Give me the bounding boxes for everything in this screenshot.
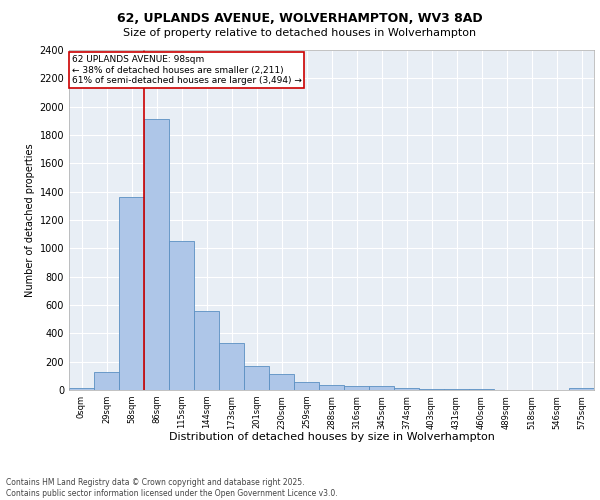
Text: 62 UPLANDS AVENUE: 98sqm
← 38% of detached houses are smaller (2,211)
61% of sem: 62 UPLANDS AVENUE: 98sqm ← 38% of detach… [71,55,302,85]
Bar [294,382,319,390]
Bar [119,198,144,390]
Bar [569,388,594,390]
Bar [394,388,419,390]
Bar [244,366,269,390]
Bar [144,120,169,390]
Text: 62, UPLANDS AVENUE, WOLVERHAMPTON, WV3 8AD: 62, UPLANDS AVENUE, WOLVERHAMPTON, WV3 8… [117,12,483,26]
Bar [219,342,244,390]
Bar [319,385,344,390]
Bar [344,386,369,390]
Text: Size of property relative to detached houses in Wolverhampton: Size of property relative to detached ho… [124,28,476,38]
Bar [369,386,394,390]
Bar [194,310,219,390]
Bar [169,242,194,390]
X-axis label: Distribution of detached houses by size in Wolverhampton: Distribution of detached houses by size … [169,432,494,442]
Y-axis label: Number of detached properties: Number of detached properties [25,143,35,297]
Text: Contains HM Land Registry data © Crown copyright and database right 2025.
Contai: Contains HM Land Registry data © Crown c… [6,478,338,498]
Bar [269,374,294,390]
Bar [69,388,94,390]
Bar [94,372,119,390]
